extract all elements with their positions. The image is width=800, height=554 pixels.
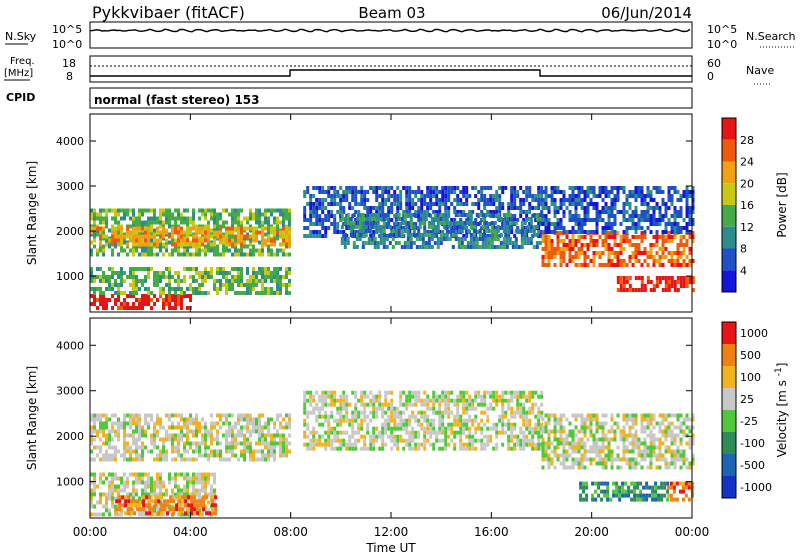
station-title: Pykkvibaer (fitACF) [92, 3, 245, 22]
cpid-strip-frame [89, 87, 693, 109]
velocity-colorbar-tick-label: -25 [740, 415, 758, 428]
power-colorbar-segment [722, 270, 736, 292]
power-y-axis-label: Slant Range [km] [25, 161, 39, 265]
velocity-ytick-label: 4000 [56, 339, 84, 352]
velocity-colorbar-segment [722, 476, 736, 498]
velocity-band [579, 481, 670, 502]
velocity-colorbar-tick-label: -500 [740, 459, 765, 472]
x-tick-label: 12:00 [374, 525, 409, 539]
velocity-colorbar-label: Velocity [m s -1] [774, 363, 789, 458]
power-colorbar-segment [722, 161, 736, 184]
nave-label: Nave [746, 64, 774, 77]
power-colorbar-segment [722, 183, 736, 205]
power-ytick-label: 4000 [56, 135, 84, 148]
power-colorbar-frame [721, 117, 737, 293]
nsearch-tick-bottom: 10^0 [707, 38, 737, 51]
nave-tick-bottom: 0 [707, 70, 714, 83]
freq-strip-frame [89, 55, 693, 83]
nsky-label: N.Sky [5, 30, 37, 43]
velocity-band [666, 481, 694, 502]
velocity-colorbar-segment [722, 344, 736, 366]
date-title: 06/Jun/2014 [601, 4, 692, 22]
velocity-y-axis-label: Slant Range [km] [25, 366, 39, 470]
x-tick-label: 00:00 [73, 525, 108, 539]
velocity-band [541, 413, 695, 470]
velocity-colorbar-segment [722, 454, 736, 476]
x-tick-label: 08:00 [273, 525, 308, 539]
velocity-colorbar-segment [722, 410, 736, 432]
x-tick-label: 20:00 [574, 525, 609, 539]
power-band [90, 294, 192, 310]
power-band [90, 226, 291, 247]
freq-tick-bottom: 8 [66, 70, 73, 83]
power-panel: 1000 2000 3000 4000 Slant Range [km] 4 8 12 16 20… [25, 113, 789, 313]
velocity-colorbar-tick-label: -1000 [740, 481, 772, 494]
x-tick-label: 00:00 [675, 525, 710, 539]
velocity-colorbar-segment [722, 388, 736, 410]
power-colorbar-segment [722, 226, 736, 249]
power-colorbar-tick-label: 28 [740, 134, 754, 147]
velocity-ytick-label: 1000 [56, 476, 84, 489]
power-ytick-label: 3000 [56, 180, 84, 193]
freq-label: Freq. [10, 56, 35, 67]
power-colorbar-tick-label: 12 [740, 221, 754, 234]
power-band [541, 186, 695, 234]
nsky-trace [89, 28, 691, 33]
velocity-ytick-label: 2000 [56, 430, 84, 443]
power-band [616, 276, 695, 292]
velocity-colorbar-tick-label: 100 [740, 371, 761, 384]
freq-unit-label: [MHz] [4, 68, 33, 79]
power-colorbar-segment [722, 118, 736, 140]
power-band [90, 267, 291, 295]
power-band [541, 231, 695, 267]
velocity-colorbar-segment [722, 432, 736, 454]
power-colorbar-tick-label: 16 [740, 199, 754, 212]
power-colorbar-tick-label: 4 [740, 264, 747, 277]
velocity-colorbar-tick-label: 25 [740, 393, 754, 406]
power-band [340, 213, 542, 249]
power-ytick-label: 2000 [56, 225, 84, 238]
power-colorbar-tick-label: 24 [740, 156, 754, 169]
cpid-label: CPID [6, 91, 35, 104]
velocity-ytick-label: 3000 [56, 385, 84, 398]
cpid-mode-text: normal (fast stereo) 153 [94, 93, 260, 107]
power-colorbar-tick-label: 20 [740, 177, 754, 190]
nsky-tick-top: 10^5 [52, 23, 82, 36]
velocity-colorbar-tick-label: 1000 [740, 327, 768, 340]
velocity-colorbar-frame [721, 321, 737, 499]
velocity-band [115, 495, 218, 516]
velocity-band [90, 413, 291, 462]
velocity-colorbar-segment [722, 322, 736, 344]
velocity-colorbar-tick-label: 500 [740, 349, 761, 362]
power-colorbar-segment [722, 139, 736, 162]
freq-trace [90, 69, 692, 77]
x-axis-label: Time UT [365, 541, 416, 554]
nave-tick-top: 60 [707, 57, 721, 70]
nsearch-tick-top: 10^5 [707, 23, 737, 36]
freq-tick-top: 18 [62, 57, 76, 70]
power-colorbar-segment [722, 248, 736, 271]
x-tick-label: 04:00 [173, 525, 208, 539]
velocity-band [303, 390, 544, 451]
x-tick-label: 16:00 [474, 525, 509, 539]
power-colorbar-label: Power [dB] [775, 172, 789, 237]
velocity-panel: 1000 2000 3000 4000 Slant Range [km] 00:00 04:… [25, 317, 789, 539]
nsky-strip-frame [89, 21, 693, 49]
velocity-colorbar-segment [722, 366, 736, 388]
power-colorbar-segment [722, 205, 736, 227]
beam-title: Beam 03 [358, 4, 425, 22]
power-ytick-label: 1000 [56, 270, 84, 283]
velocity-colorbar-tick-label: -100 [740, 437, 765, 450]
nsky-tick-bottom: 10^0 [52, 38, 82, 51]
power-colorbar-tick-label: 8 [740, 243, 747, 256]
nsearch-label: N.Search [746, 30, 796, 43]
